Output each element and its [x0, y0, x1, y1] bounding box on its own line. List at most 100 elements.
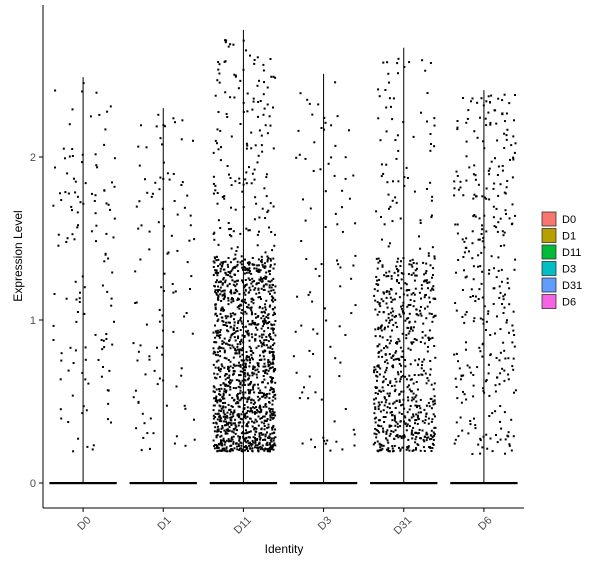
point-D6	[457, 360, 459, 363]
point-D31	[395, 292, 398, 295]
point-D11	[274, 444, 277, 447]
point-D0	[105, 202, 108, 205]
point-D6	[503, 132, 506, 135]
point-D11	[224, 378, 227, 381]
point-D31	[408, 388, 411, 391]
point-D11	[246, 92, 249, 95]
point-D6	[502, 298, 505, 301]
point-D11	[225, 357, 228, 360]
point-D3	[316, 332, 319, 335]
point-D6	[497, 165, 500, 168]
point-D1	[158, 188, 161, 191]
point-D11	[272, 277, 275, 280]
point-D6	[496, 376, 498, 379]
point-D11	[225, 321, 228, 324]
point-D11	[219, 405, 222, 408]
point-D31	[389, 242, 391, 245]
x-tick-label: D0	[75, 514, 93, 532]
point-D11	[231, 396, 234, 399]
point-D31	[432, 316, 435, 319]
point-D11	[261, 207, 264, 210]
point-D31	[394, 321, 397, 324]
point-D11	[227, 370, 230, 373]
point-D11	[271, 377, 274, 379]
point-D11	[230, 301, 233, 304]
point-D11	[252, 100, 255, 103]
point-D6	[460, 401, 463, 404]
point-D31	[421, 373, 424, 376]
point-D11	[225, 383, 228, 386]
point-D11	[255, 430, 258, 433]
point-D11	[217, 219, 220, 222]
point-D6	[470, 100, 472, 103]
point-D11	[251, 263, 254, 266]
point-D31	[423, 450, 426, 452]
point-D6	[478, 346, 481, 349]
point-D0	[52, 204, 55, 207]
point-D11	[273, 291, 276, 294]
point-D31	[433, 434, 436, 437]
point-D11	[245, 283, 248, 286]
point-D11	[236, 263, 239, 266]
point-D31	[396, 425, 399, 428]
point-D31	[385, 437, 388, 440]
point-D11	[252, 441, 255, 444]
point-D11	[244, 375, 247, 378]
point-D11	[272, 388, 275, 390]
point-D31	[414, 441, 417, 444]
y-axis-title: Expression Level	[11, 210, 25, 301]
point-D11	[232, 363, 235, 366]
point-D31	[426, 282, 429, 284]
point-D6	[497, 269, 500, 272]
point-D11	[260, 255, 263, 258]
point-D31	[421, 59, 424, 62]
point-D11	[244, 298, 246, 301]
point-D11	[259, 404, 261, 407]
point-D11	[227, 257, 230, 259]
point-D3	[318, 275, 321, 278]
point-D0	[84, 182, 87, 185]
point-D11	[218, 369, 220, 371]
point-D11	[262, 113, 265, 116]
point-D31	[406, 447, 409, 450]
point-D1	[174, 290, 177, 293]
point-D11	[255, 408, 258, 411]
point-D1	[132, 342, 135, 345]
point-D11	[240, 359, 243, 362]
point-D3	[310, 438, 313, 441]
x-tick-label: D3	[316, 514, 334, 532]
point-D0	[83, 286, 86, 289]
point-D11	[248, 229, 251, 232]
legend-key-D31	[541, 277, 557, 293]
point-D11	[247, 383, 250, 386]
point-D31	[398, 296, 401, 299]
point-D11	[238, 380, 241, 383]
point-D11	[254, 433, 257, 436]
point-D6	[493, 182, 496, 185]
point-D6	[489, 121, 492, 124]
point-D1	[137, 145, 140, 148]
point-D6	[503, 369, 506, 372]
point-D11	[267, 369, 270, 372]
point-D6	[479, 439, 482, 442]
point-D11	[234, 402, 237, 405]
point-D6	[510, 449, 513, 452]
point-D11	[247, 291, 250, 294]
point-D11	[212, 385, 215, 388]
point-D6	[504, 209, 507, 212]
point-D11	[274, 313, 276, 315]
point-D31	[376, 379, 378, 382]
point-D11	[268, 226, 270, 229]
point-D11	[247, 320, 249, 323]
point-D3	[295, 371, 298, 374]
point-D31	[418, 358, 420, 361]
point-D1	[184, 444, 187, 447]
point-D11	[212, 192, 215, 195]
point-D31	[392, 355, 394, 358]
point-D6	[501, 165, 504, 167]
point-D31	[409, 327, 412, 330]
point-D11	[271, 408, 274, 411]
point-D31	[382, 444, 385, 447]
point-D31	[414, 422, 416, 425]
point-D11	[246, 423, 248, 426]
